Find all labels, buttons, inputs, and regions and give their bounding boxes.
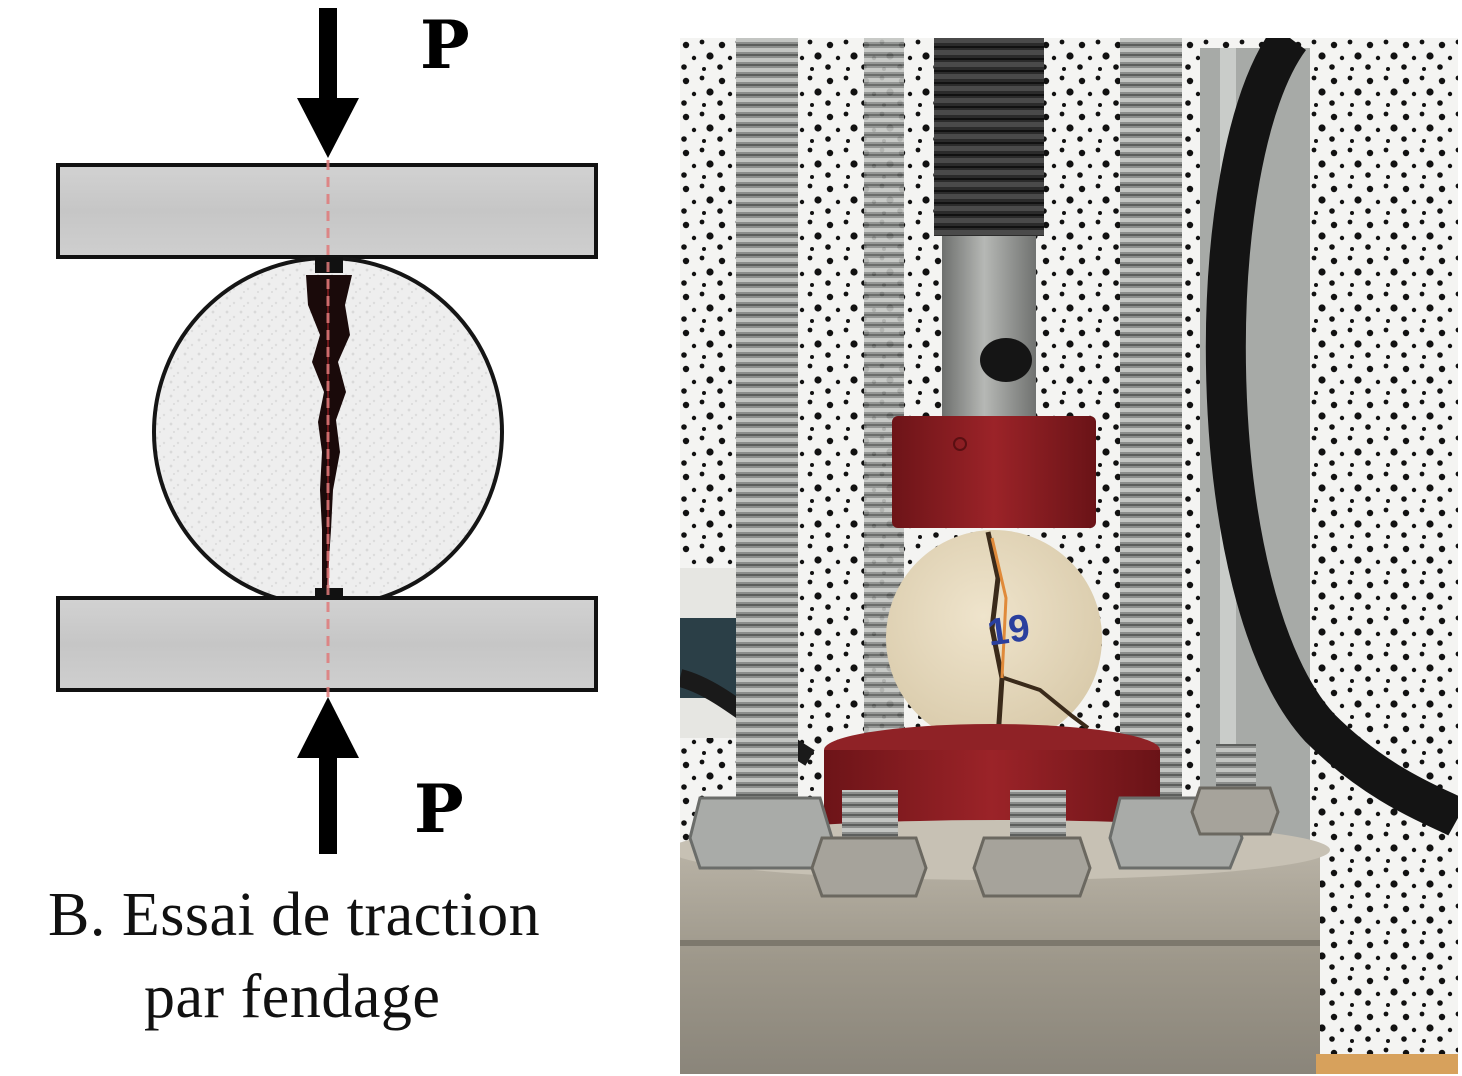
threaded-rod-right [1120, 38, 1182, 808]
test-rig-photo: 19 [670, 26, 1462, 1074]
splitting-test-diagram: P P B. Essai de traction par fendage [0, 0, 680, 1076]
bottom-force-label: P [414, 770, 464, 848]
bolt-front-right [972, 790, 1092, 898]
caption-line-1: B. Essai de traction [48, 881, 541, 949]
bolt-back-right [1190, 744, 1280, 836]
black-hose [1205, 26, 1462, 836]
sample-crack [985, 531, 1005, 739]
caption-line-2: par fendage [144, 963, 441, 1031]
loading-shaft [942, 236, 1036, 416]
loading-screw [934, 38, 1044, 236]
bottom-load-arrow [297, 697, 359, 854]
wooden-bench [1316, 1054, 1458, 1074]
threaded-rod-left [736, 38, 798, 808]
shaft-hole [980, 338, 1032, 382]
photo-drawing: 19 [670, 26, 1462, 1074]
upper-loading-cap [892, 416, 1096, 528]
top-force-label: P [420, 6, 470, 84]
bolt-front-left [810, 790, 928, 898]
diagram-drawing [56, 8, 598, 854]
sample-marking: 19 [985, 607, 1033, 654]
hex-nut-left [688, 796, 834, 870]
top-load-arrow [297, 8, 359, 158]
